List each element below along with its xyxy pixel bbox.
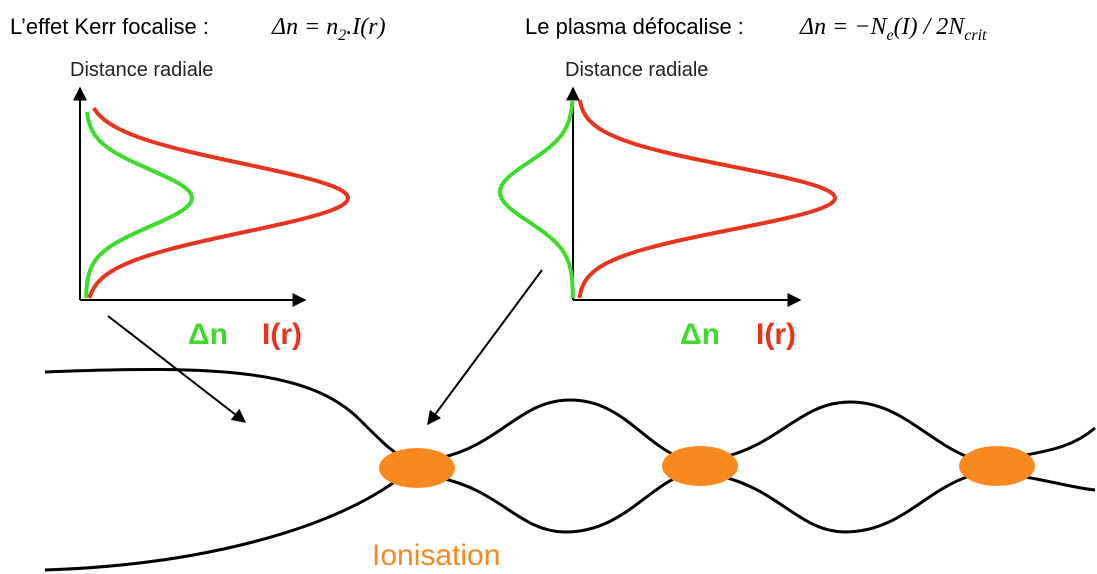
right-intensity-curve [577, 99, 838, 299]
ionisation-label: Ionisation [372, 539, 500, 572]
ionisation-spot [662, 446, 738, 486]
right-dn-curve [497, 99, 575, 299]
filaments [44, 367, 1096, 572]
arrow [427, 269, 543, 426]
right-legend-dn: Δn [680, 318, 720, 351]
left-axis-label: Distance radiale [70, 59, 213, 81]
ionisation-spot [959, 446, 1035, 486]
left-legend-dn: Δn [188, 318, 228, 351]
right-legend-ir: I(r) [756, 318, 796, 351]
left-heading: L’effet Kerr focalise : [10, 14, 209, 39]
left-legend-ir: I(r) [262, 318, 302, 351]
left-formula: Δn = n2.I(r) [271, 14, 386, 44]
right-heading: Le plasma défocalise : [525, 14, 744, 39]
left-dn-curve [84, 111, 195, 299]
left-intensity-curve [87, 106, 351, 299]
right-axis-label: Distance radiale [565, 59, 708, 81]
right-formula: Δn = −Ne(I) / 2Ncrit [799, 14, 987, 44]
ionisation-spot [379, 448, 455, 488]
